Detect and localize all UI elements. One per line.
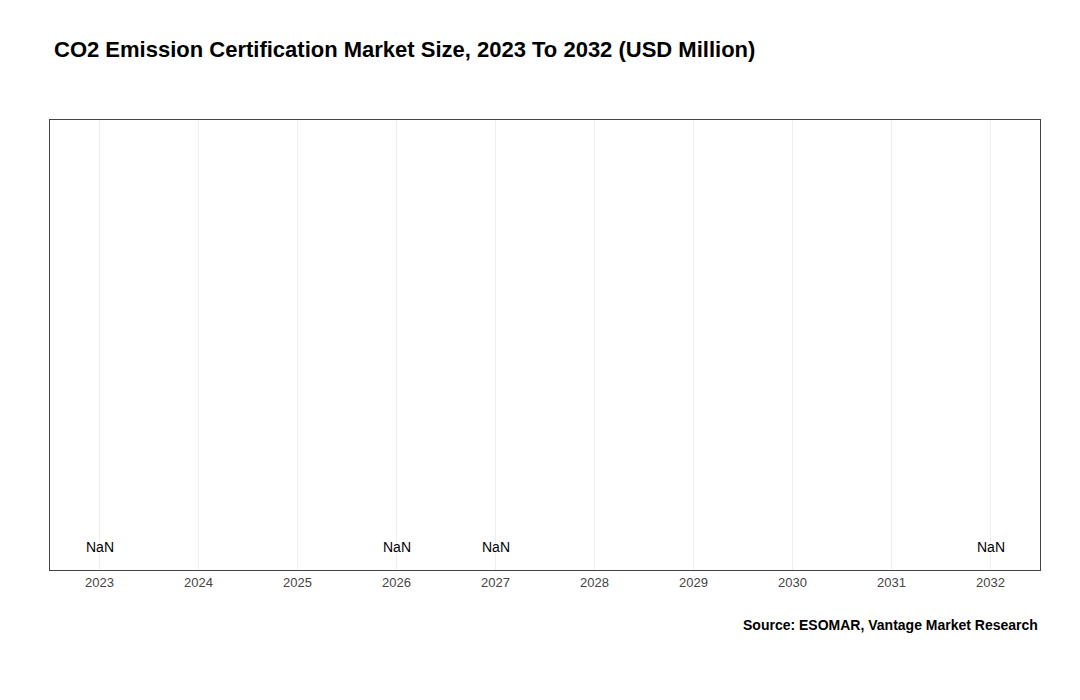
svg-text:NaN: NaN xyxy=(977,539,1005,555)
svg-text:NaN: NaN xyxy=(482,539,510,555)
svg-text:2027: 2027 xyxy=(481,575,510,590)
svg-text:Source: ESOMAR, Vantage Market: Source: ESOMAR, Vantage Market Research xyxy=(743,617,1038,633)
svg-text:2028: 2028 xyxy=(580,575,609,590)
svg-text:2032: 2032 xyxy=(976,575,1005,590)
svg-text:NaN: NaN xyxy=(86,539,114,555)
svg-text:CO2 Emission Certification Mar: CO2 Emission Certification Market Size, … xyxy=(54,37,755,62)
svg-text:2030: 2030 xyxy=(778,575,807,590)
svg-text:2025: 2025 xyxy=(283,575,312,590)
svg-text:2031: 2031 xyxy=(877,575,906,590)
svg-text:2023: 2023 xyxy=(85,575,114,590)
svg-text:2029: 2029 xyxy=(679,575,708,590)
svg-text:2024: 2024 xyxy=(184,575,213,590)
svg-text:NaN: NaN xyxy=(383,539,411,555)
svg-text:2026: 2026 xyxy=(382,575,411,590)
